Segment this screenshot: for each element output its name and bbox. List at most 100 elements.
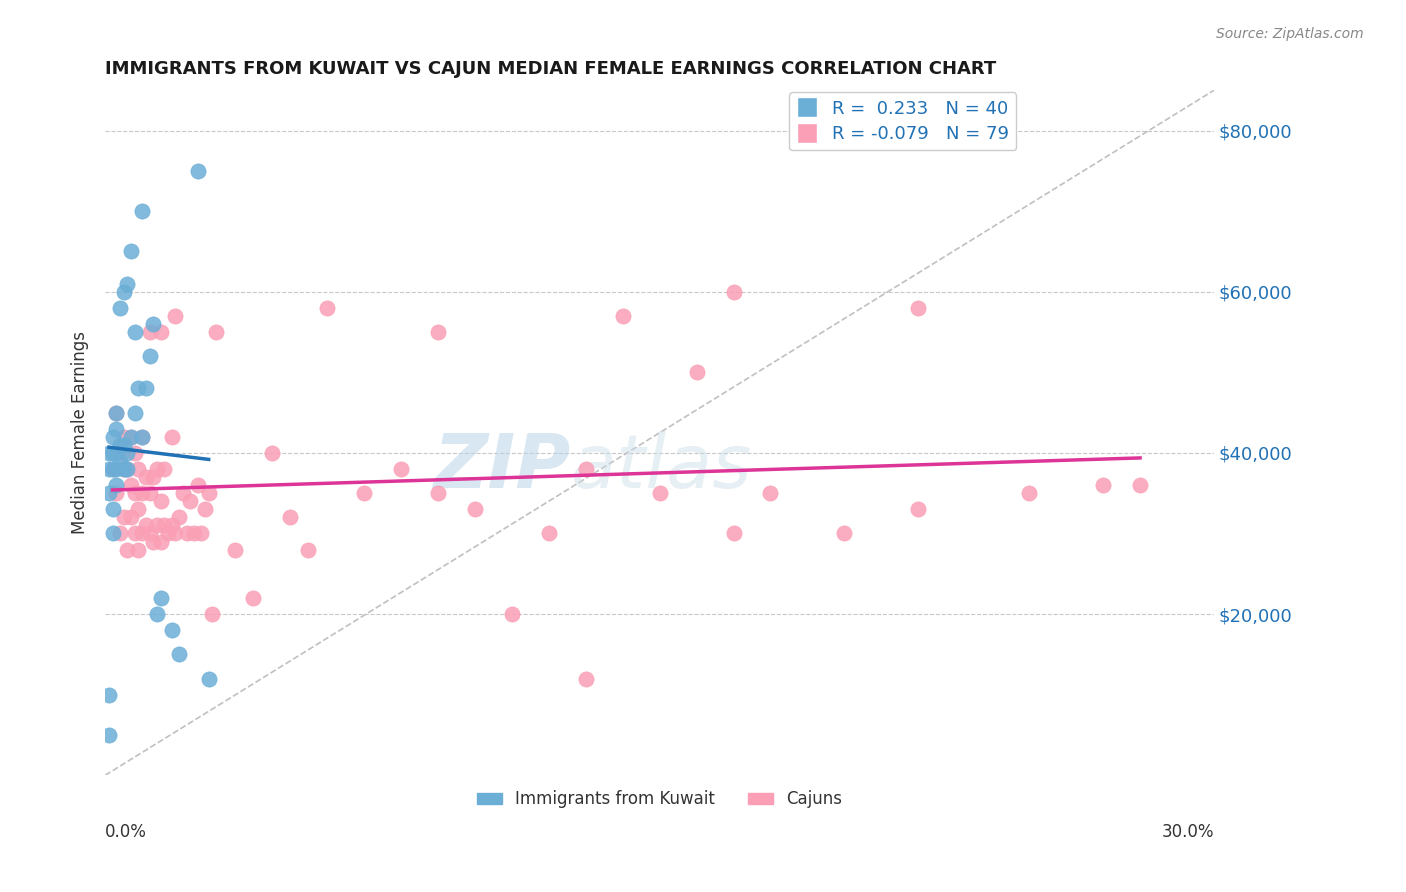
Point — [101, 430, 124, 444]
Point — [146, 518, 169, 533]
Point — [131, 526, 153, 541]
Point — [501, 607, 523, 621]
Point — [194, 502, 217, 516]
Point — [124, 406, 146, 420]
Point — [112, 430, 135, 444]
Point — [97, 728, 120, 742]
Point — [131, 430, 153, 444]
Point — [112, 462, 135, 476]
Point — [105, 478, 128, 492]
Point — [153, 518, 176, 533]
Point — [146, 462, 169, 476]
Point — [124, 526, 146, 541]
Point — [389, 462, 412, 476]
Point — [179, 494, 201, 508]
Point — [834, 526, 856, 541]
Point — [142, 534, 165, 549]
Point — [190, 526, 212, 541]
Point — [97, 462, 120, 476]
Text: ZIP: ZIP — [433, 431, 571, 503]
Point — [127, 542, 149, 557]
Point — [353, 486, 375, 500]
Point — [120, 244, 142, 259]
Text: atlas: atlas — [571, 431, 752, 503]
Point — [165, 309, 187, 323]
Point — [131, 204, 153, 219]
Point — [105, 422, 128, 436]
Point — [316, 301, 339, 315]
Point — [224, 542, 246, 557]
Point — [759, 486, 782, 500]
Point — [907, 301, 929, 315]
Point — [205, 325, 228, 339]
Point — [575, 672, 598, 686]
Point — [97, 688, 120, 702]
Point — [146, 607, 169, 621]
Point — [1129, 478, 1152, 492]
Point — [278, 510, 301, 524]
Point — [176, 526, 198, 541]
Point — [112, 438, 135, 452]
Point — [160, 623, 183, 637]
Point — [197, 486, 219, 500]
Point — [1018, 486, 1040, 500]
Point — [149, 534, 172, 549]
Point — [685, 365, 707, 379]
Point — [160, 518, 183, 533]
Point — [101, 502, 124, 516]
Point — [242, 591, 264, 605]
Text: Source: ZipAtlas.com: Source: ZipAtlas.com — [1216, 27, 1364, 41]
Point — [537, 526, 560, 541]
Point — [120, 430, 142, 444]
Point — [187, 164, 209, 178]
Point — [124, 486, 146, 500]
Point — [124, 325, 146, 339]
Point — [138, 349, 160, 363]
Point — [426, 325, 449, 339]
Point — [648, 486, 671, 500]
Point — [138, 526, 160, 541]
Point — [160, 430, 183, 444]
Point — [112, 462, 135, 476]
Point — [907, 502, 929, 516]
Point — [117, 462, 139, 476]
Point — [464, 502, 486, 516]
Point — [138, 486, 160, 500]
Point — [297, 542, 319, 557]
Point — [138, 325, 160, 339]
Point — [142, 470, 165, 484]
Point — [108, 526, 131, 541]
Point — [117, 462, 139, 476]
Point — [108, 438, 131, 452]
Point — [165, 526, 187, 541]
Point — [108, 446, 131, 460]
Point — [105, 486, 128, 500]
Point — [97, 486, 120, 500]
Point — [127, 381, 149, 395]
Point — [723, 526, 745, 541]
Point — [723, 285, 745, 299]
Point — [167, 648, 190, 662]
Y-axis label: Median Female Earnings: Median Female Earnings — [72, 331, 89, 534]
Point — [101, 462, 124, 476]
Point — [127, 502, 149, 516]
Point — [105, 462, 128, 476]
Point — [124, 446, 146, 460]
Point — [149, 325, 172, 339]
Point — [120, 430, 142, 444]
Point — [105, 406, 128, 420]
Point — [187, 478, 209, 492]
Point — [426, 486, 449, 500]
Text: 0.0%: 0.0% — [105, 823, 148, 841]
Point — [108, 454, 131, 468]
Point — [108, 301, 131, 315]
Point — [142, 317, 165, 331]
Point — [201, 607, 224, 621]
Legend: Immigrants from Kuwait, Cajuns: Immigrants from Kuwait, Cajuns — [470, 783, 849, 815]
Point — [117, 542, 139, 557]
Point — [197, 672, 219, 686]
Point — [135, 518, 157, 533]
Point — [135, 470, 157, 484]
Point — [149, 591, 172, 605]
Point — [153, 462, 176, 476]
